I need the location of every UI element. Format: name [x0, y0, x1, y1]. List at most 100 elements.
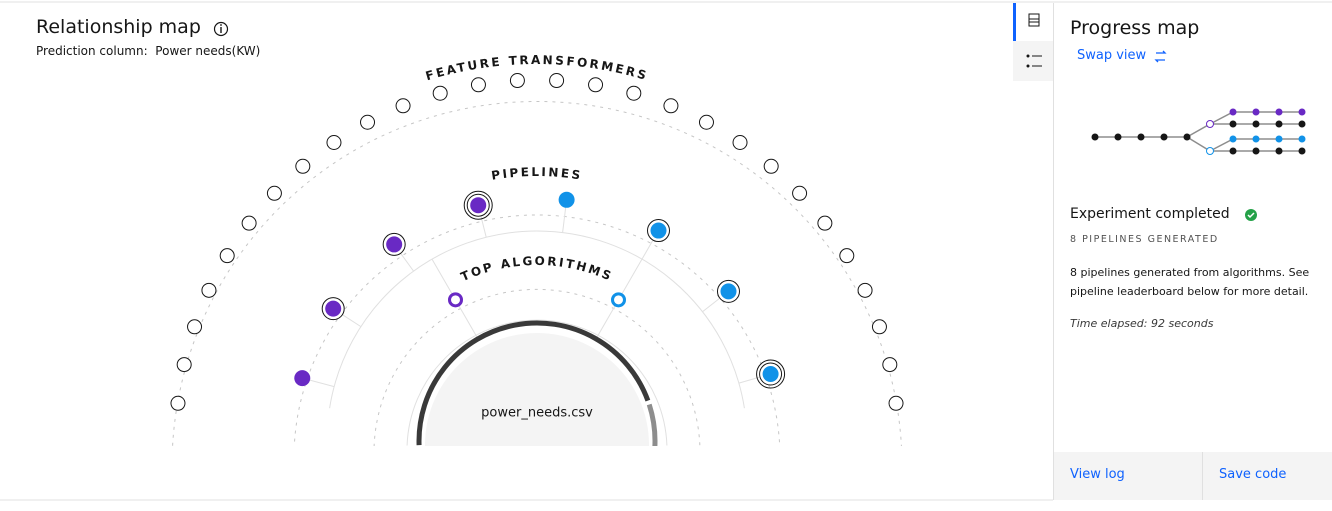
toolbar-active [1013, 3, 1016, 41]
progress-arc [646, 403, 658, 446]
mini-node [1252, 120, 1260, 128]
mini-node [1206, 147, 1214, 155]
mini-node [1298, 135, 1306, 143]
transformer-node [219, 248, 235, 264]
mini-node [1298, 108, 1306, 116]
toolbar-button[interactable] [1013, 41, 1053, 81]
prediction-value: Power needs(KW) [155, 44, 261, 58]
pipeline-node [650, 222, 667, 239]
connector [431, 258, 456, 301]
transformer-node [432, 85, 448, 101]
mini-node [1229, 135, 1237, 143]
ring-label: PIPELINES [490, 164, 583, 182]
panel-title: Progress map [1070, 17, 1200, 39]
algorithm-node [611, 292, 626, 308]
center-label: power_needs.csv [481, 406, 593, 421]
mini-node [1137, 133, 1145, 141]
transformer-node [663, 98, 679, 114]
transformer-node [763, 158, 779, 174]
prediction-key: Prediction column: [36, 44, 148, 58]
toolbar-icon [1026, 64, 1030, 68]
mini-node [1183, 133, 1191, 141]
dashed-ring [172, 101, 902, 446]
ring-label: FEATURE TRANSFORMERS [424, 52, 650, 82]
mini-node [1229, 147, 1237, 155]
swap-view[interactable]: Swap view [1077, 48, 1147, 63]
data-source [419, 327, 655, 446]
mini-node [1229, 108, 1237, 116]
transformer-node [509, 73, 525, 89]
swap-icon [1154, 50, 1167, 63]
mini-node [1114, 133, 1122, 141]
pipeline-node [470, 197, 487, 214]
mini-node [1275, 108, 1283, 116]
mini-node [1206, 120, 1214, 128]
pipeline-node [762, 366, 779, 383]
transformer-node [266, 185, 282, 201]
pipeline-count: 8 PIPELINES GENERATED [1070, 234, 1219, 245]
transformer-node [732, 135, 748, 151]
elapsed: Time elapsed: 92 seconds [1070, 317, 1214, 330]
algorithm-node [448, 292, 463, 308]
pipeline-ring [463, 190, 493, 220]
prediction-label: Prediction column: Power needs(KW) [36, 44, 260, 58]
transformer-node [888, 395, 904, 411]
transformer-node [549, 73, 565, 89]
transformer-node [241, 215, 257, 231]
rings [170, 73, 904, 446]
mini-node [1252, 147, 1260, 155]
ring-label-text: FEATURE TRANSFORMERS [424, 52, 648, 82]
transformer-node [817, 215, 833, 231]
progress-arc [416, 320, 651, 446]
transformer-node [395, 98, 411, 114]
transformer-node [201, 282, 217, 298]
save-code[interactable]: Save code [1219, 467, 1287, 482]
transformer-node [170, 395, 186, 411]
transformer-node [295, 158, 311, 174]
pipeline-node [386, 236, 403, 253]
solid-ring [329, 230, 745, 409]
connector [618, 258, 643, 301]
mini-node [1091, 133, 1099, 141]
description: 8 pipelines generated from algorithms. S… [1070, 266, 1310, 298]
mini-node [1275, 135, 1283, 143]
mini-node [1298, 120, 1306, 128]
transformer-node [792, 185, 808, 201]
mini-node [1252, 135, 1260, 143]
transformer-node [326, 135, 342, 151]
dashed-ring [373, 288, 701, 446]
mini-node [1229, 120, 1237, 128]
mini-edge [1186, 111, 1302, 152]
status: Experiment completed [1070, 206, 1230, 222]
check-mark [1247, 212, 1255, 219]
pipeline-node [558, 191, 575, 208]
view-log[interactable]: View log [1070, 467, 1125, 482]
solid-ring [406, 319, 668, 446]
transformer-node [360, 114, 376, 130]
transformer-node [698, 114, 714, 130]
toolbar-icon [1028, 13, 1040, 27]
info-icon[interactable] [213, 21, 229, 37]
transformer-node [626, 85, 642, 101]
transformer-node [176, 357, 192, 373]
transformer-node [882, 357, 898, 373]
pipeline-node [720, 283, 737, 300]
ring-label-text: PIPELINES [490, 164, 581, 182]
pipeline-node [294, 370, 311, 387]
transformer-node [857, 282, 873, 298]
pipeline-ring [756, 359, 786, 389]
progress-map [1091, 108, 1306, 155]
page-title: Relationship map [36, 16, 201, 38]
mini-node [1252, 108, 1260, 116]
mini-node [1160, 133, 1168, 141]
transformer-node [187, 319, 203, 335]
ring-label: TOP ALGORITHMS [458, 253, 615, 283]
transformer-node [588, 77, 604, 93]
mini-node [1275, 147, 1283, 155]
mini-node [1275, 120, 1283, 128]
transformer-node [871, 319, 887, 335]
ring-label-text: TOP ALGORITHMS [458, 253, 613, 283]
panel-footer [1054, 452, 1332, 500]
